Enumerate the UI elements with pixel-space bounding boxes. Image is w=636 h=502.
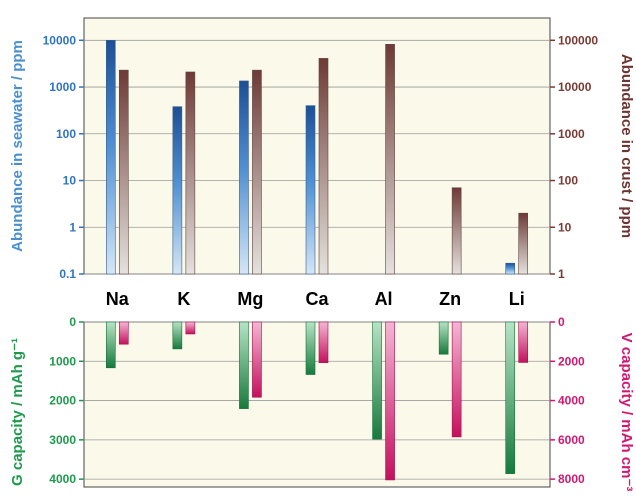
top-chart-panel: 0.1 1 10 100 1000 10000 1 10 100 1000 10000 100000… (9, 18, 635, 281)
bottom-left-tick-label: 3000 (49, 433, 76, 447)
category-label-al: Al (375, 289, 393, 309)
top-left-tick-label: 10000 (43, 33, 77, 47)
g-capacity-bar-al (373, 322, 382, 439)
category-label-li: Li (509, 289, 525, 309)
g-capacity-bar-li (506, 322, 515, 474)
v-capacity-bar-mg (252, 322, 261, 397)
crust-bar-k (186, 72, 195, 274)
top-right-tick-label: 10 (558, 220, 572, 234)
top-left-tick-label: 0.1 (59, 267, 76, 281)
top-left-tick-label: 10 (63, 174, 77, 188)
category-label-k: K (177, 289, 190, 309)
bottom-right-tick-label: 6000 (558, 433, 585, 447)
bottom-right-axis-label: V capacity / mAh cm⁻³ (618, 333, 635, 492)
top-left-tick-label: 1 (69, 220, 76, 234)
top-right-tick-label: 10000 (558, 80, 592, 94)
seawater-bar-mg (239, 81, 248, 274)
top-left-ticks: 0.1 1 10 100 1000 10000 (43, 33, 84, 281)
top-right-tick-label: 1 (558, 267, 565, 281)
top-right-tick-label: 100000 (558, 33, 598, 47)
g-capacity-bar-zn (439, 322, 448, 354)
g-capacity-bar-mg (239, 322, 248, 409)
top-right-axis-label: Abundance in crust / ppm (618, 54, 635, 238)
crust-bar-al (386, 44, 395, 274)
v-capacity-bar-ca (319, 322, 328, 363)
bottom-plot-area (84, 322, 550, 487)
top-left-tick-label: 1000 (49, 80, 76, 94)
crust-bar-ca (319, 58, 328, 274)
category-label-zn: Zn (439, 289, 461, 309)
g-capacity-bar-na (106, 322, 115, 368)
top-right-tick-label: 1000 (558, 127, 585, 141)
category-label-mg: Mg (237, 289, 263, 309)
bottom-chart-panel: 0 1000 2000 3000 4000 0 2000 4000 6000 8000 G ca… (9, 315, 635, 491)
bottom-left-tick-label: 2000 (49, 394, 76, 408)
category-label-na: Na (106, 289, 130, 309)
bottom-right-tick-label: 4000 (558, 394, 585, 408)
seawater-bar-li (506, 263, 515, 274)
top-plot-area (84, 18, 550, 274)
v-capacity-bar-al (386, 322, 395, 480)
g-capacity-bar-ca (306, 322, 315, 375)
bottom-right-tick-label: 8000 (558, 472, 585, 486)
category-label-ca: Ca (305, 289, 329, 309)
v-capacity-bar-na (119, 322, 128, 344)
bottom-right-tick-label: 0 (558, 315, 565, 329)
g-capacity-bar-k (173, 322, 182, 349)
bottom-left-tick-label: 4000 (49, 472, 76, 486)
seawater-bar-ca (306, 106, 315, 274)
v-capacity-bar-k (186, 322, 195, 334)
top-right-tick-label: 100 (558, 174, 578, 188)
seawater-bar-k (173, 107, 182, 274)
bottom-left-axis-label: G capacity / mAh g⁻¹ (9, 338, 26, 486)
top-left-tick-label: 100 (56, 127, 76, 141)
top-left-axis-label: Abundance in seawater / ppm (9, 40, 26, 252)
crust-bar-li (519, 213, 528, 274)
bottom-left-ticks: 0 1000 2000 3000 4000 (49, 315, 84, 486)
bottom-left-tick-label: 1000 (49, 354, 76, 368)
v-capacity-bar-li (519, 322, 528, 362)
crust-bar-zn (452, 188, 461, 274)
category-labels: Na K Mg Ca Al Zn Li (106, 289, 525, 309)
crust-bar-mg (252, 70, 261, 274)
bottom-right-tick-label: 2000 (558, 354, 585, 368)
bottom-right-ticks: 0 2000 4000 6000 8000 (550, 315, 585, 486)
bottom-left-tick-label: 0 (69, 315, 76, 329)
crust-bar-na (119, 70, 128, 274)
top-right-ticks: 1 10 100 1000 10000 100000 (550, 33, 598, 281)
seawater-bar-na (106, 40, 115, 274)
v-capacity-bar-zn (452, 322, 461, 437)
